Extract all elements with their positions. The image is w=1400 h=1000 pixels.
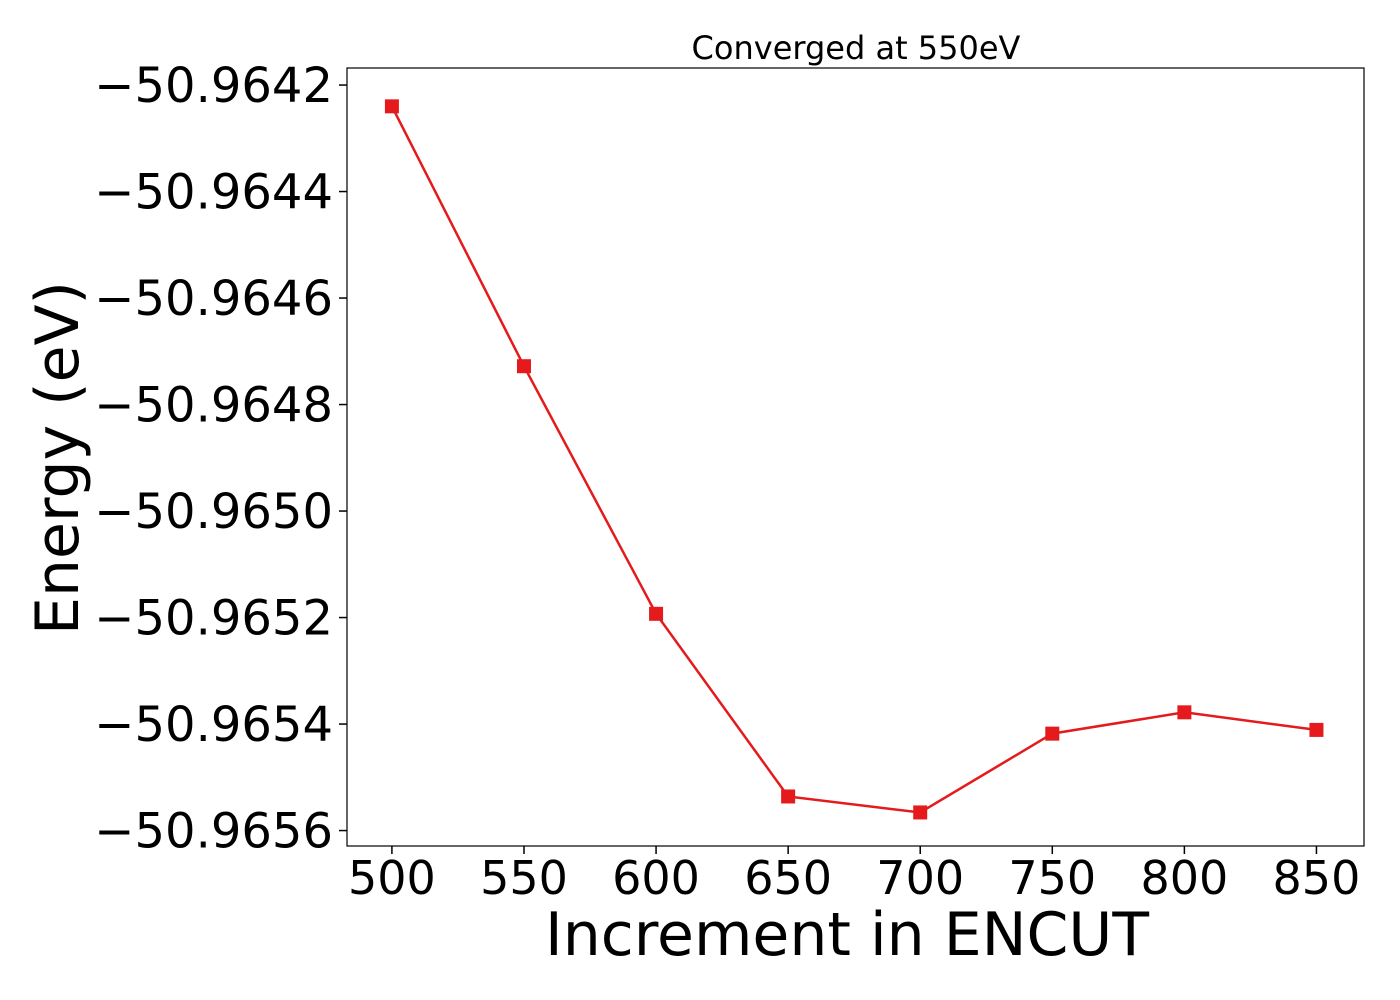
x-tick-label: 850 (1273, 851, 1361, 905)
y-axis-label: Energy (eV) (23, 281, 93, 635)
y-tick-label: −50.9642 (94, 58, 333, 114)
data-point-marker (1177, 705, 1192, 720)
y-tick-label: −50.9650 (94, 484, 333, 540)
data-point-marker (1045, 726, 1060, 741)
y-tick-label: −50.9644 (94, 165, 333, 221)
x-axis-label: Increment in ENCUT (545, 900, 1149, 970)
y-axis: −50.9642 −50.9644 −50.9646 −50.9648 −50.9650… (94, 58, 347, 860)
x-tick-label: 750 (1008, 851, 1096, 905)
x-tick-label: 600 (612, 851, 700, 905)
chart-title: Converged at 550eV (692, 29, 1021, 67)
x-tick-label: 550 (480, 851, 568, 905)
y-tick-label: −50.9654 (94, 697, 333, 753)
data-point-marker (516, 359, 531, 374)
x-tick-label: 500 (348, 851, 436, 905)
data-point-marker (649, 606, 664, 621)
y-tick-label: −50.9652 (94, 591, 333, 647)
y-tick-label: −50.9646 (94, 271, 333, 327)
x-tick-label: 800 (1140, 851, 1228, 905)
data-point-marker (781, 789, 796, 804)
y-tick-label: −50.9648 (94, 378, 333, 434)
data-point-marker (384, 99, 399, 114)
x-axis: 500 550 600 650 700 750 800 850 (348, 846, 1360, 905)
data-point-marker (1309, 722, 1324, 737)
series-markers (384, 99, 1324, 820)
x-tick-label: 650 (744, 851, 832, 905)
x-tick-label: 700 (876, 851, 964, 905)
data-point-marker (913, 805, 928, 820)
series-line (390, 105, 1317, 814)
y-tick-label: −50.9656 (94, 804, 333, 860)
plot-area (346, 67, 1365, 847)
